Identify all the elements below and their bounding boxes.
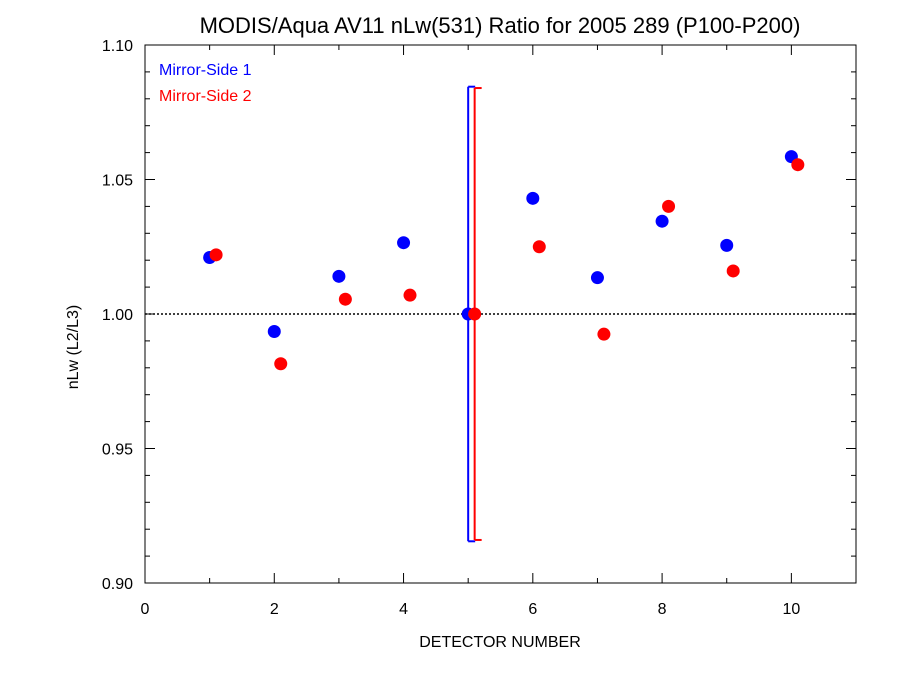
y-tick-label: 0.95 bbox=[102, 442, 133, 459]
legend-item: Mirror-Side 1 bbox=[159, 62, 252, 79]
y-tick-label: 1.10 bbox=[102, 38, 133, 55]
x-tick-label: 10 bbox=[782, 601, 800, 618]
data-point bbox=[209, 248, 223, 262]
y-tick-label: 1.00 bbox=[102, 307, 133, 324]
data-point bbox=[597, 327, 611, 341]
data-point bbox=[526, 191, 540, 205]
y-axis-label: nLw (L2/L3) bbox=[65, 305, 82, 390]
chart-title: MODIS/Aqua AV11 nLw(531) Ratio for 2005 … bbox=[200, 13, 801, 38]
x-tick-label: 2 bbox=[270, 601, 279, 618]
x-axis-label: DETECTOR NUMBER bbox=[419, 634, 581, 651]
data-point bbox=[726, 264, 740, 278]
data-points bbox=[203, 150, 805, 371]
data-point bbox=[338, 292, 352, 306]
data-point bbox=[332, 269, 346, 283]
data-point bbox=[590, 271, 604, 285]
y-tick-label: 0.90 bbox=[102, 576, 133, 593]
x-tick-label: 4 bbox=[399, 601, 408, 618]
data-point bbox=[267, 324, 281, 338]
data-point bbox=[655, 214, 669, 228]
data-point bbox=[720, 238, 734, 252]
x-tick-label: 8 bbox=[658, 601, 667, 618]
data-point bbox=[662, 199, 676, 213]
x-tick-label: 6 bbox=[528, 601, 537, 618]
legend: Mirror-Side 1 Mirror-Side 2 bbox=[159, 62, 252, 105]
x-tick-labels: 0 2 4 6 8 10 bbox=[141, 601, 801, 618]
y-tick-label: 1.05 bbox=[102, 173, 133, 190]
data-point bbox=[403, 288, 417, 302]
legend-item: Mirror-Side 2 bbox=[159, 88, 252, 105]
data-point bbox=[274, 357, 288, 371]
data-point bbox=[532, 240, 546, 254]
data-point bbox=[468, 307, 482, 321]
x-tick-label: 0 bbox=[141, 601, 150, 618]
data-point bbox=[397, 236, 411, 250]
y-tick-labels: 0.90 0.95 1.00 1.05 1.10 bbox=[102, 38, 133, 593]
data-point bbox=[791, 158, 805, 172]
